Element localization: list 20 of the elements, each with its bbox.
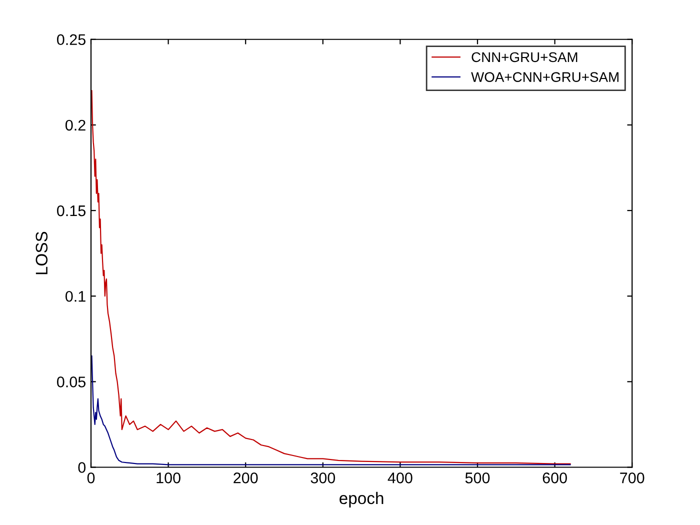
x-tick-label: 0 [87, 472, 95, 484]
line-series [91, 355, 571, 466]
x-tick-label: 400 [388, 472, 412, 484]
legend-label: WOA+CNN+GRU+SAM [471, 72, 618, 82]
legend-label: CNN+GRU+SAM [472, 52, 578, 62]
x-tick-label: 100 [156, 472, 180, 484]
y-tick-label: 0.2 [66, 120, 86, 131]
line-series [91, 90, 571, 464]
x-axis-title: epoch [340, 492, 384, 508]
x-tick-label: 700 [620, 472, 644, 484]
y-tick-label: 0.25 [57, 34, 86, 46]
y-tick-label: 0.15 [57, 205, 86, 216]
x-tick-label: 300 [310, 472, 336, 484]
x-tick-label: 200 [234, 472, 258, 484]
y-tick-label: 0.1 [66, 290, 86, 302]
y-tick-label: 0.05 [57, 376, 86, 388]
x-tick-label: 600 [542, 472, 567, 484]
y-axis-title: LOSS [36, 232, 48, 274]
y-tick-label: 0 [78, 462, 86, 473]
x-tick-label: 500 [465, 472, 490, 484]
